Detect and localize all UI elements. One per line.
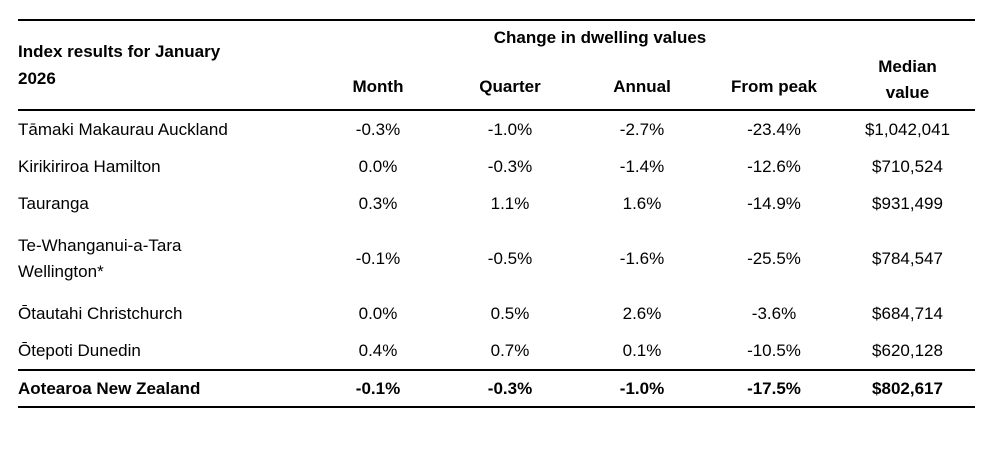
- column-headers: Month Quarter Annual From peak: [312, 76, 840, 109]
- quarter-value: 0.7%: [490, 340, 530, 360]
- month-value: 0.0%: [358, 156, 398, 176]
- median-value: $710,524: [872, 156, 943, 176]
- from-peak-value: -25.5%: [747, 248, 801, 268]
- quarter-value: 1.1%: [490, 193, 530, 213]
- table-row-hamilton: Kirikiriroa Hamilton 0.0% -0.3% -1.4% -1…: [18, 148, 975, 185]
- column-header-quarter: Quarter: [479, 77, 541, 96]
- from-peak-value: -17.5%: [747, 378, 801, 398]
- region-name: Te-Whanganui-a-Tara Wellington*: [18, 235, 182, 281]
- annual-value: 2.6%: [622, 303, 662, 323]
- median-value: $931,499: [872, 193, 943, 213]
- table-row-christchurch: Ōtautahi Christchurch 0.0% 0.5% 2.6% -3.…: [18, 295, 975, 332]
- table-row-auckland: Tāmaki Makaurau Auckland -0.3% -1.0% -2.…: [18, 111, 975, 148]
- month-value: -0.1%: [355, 248, 401, 268]
- median-value: $802,617: [872, 378, 943, 398]
- median-value: $620,128: [872, 340, 943, 360]
- month-value: 0.3%: [358, 193, 398, 213]
- median-value: $784,547: [872, 248, 943, 268]
- annual-value: 1.6%: [622, 193, 662, 213]
- table-row-dunedin: Ōtepoti Dunedin 0.4% 0.7% 0.1% -10.5% $6…: [18, 332, 975, 369]
- table-row-new-zealand-total: Aotearoa New Zealand -0.1% -0.3% -1.0% -…: [18, 369, 975, 406]
- annual-value: -1.6%: [619, 248, 665, 268]
- from-peak-value: -12.6%: [747, 156, 801, 176]
- table-row-tauranga: Tauranga 0.3% 1.1% 1.6% -14.9% $931,499: [18, 185, 975, 222]
- region-name: Ōtautahi Christchurch: [18, 303, 183, 323]
- annual-value: -1.4%: [619, 156, 665, 176]
- annual-value: 0.1%: [622, 340, 662, 360]
- month-value: -0.1%: [355, 378, 401, 398]
- from-peak-value: -23.4%: [747, 119, 801, 139]
- table-body: Tāmaki Makaurau Auckland -0.3% -1.0% -2.…: [18, 111, 975, 406]
- table-title: Index results for January 2026: [18, 42, 221, 88]
- from-peak-value: -3.6%: [751, 303, 797, 323]
- region-name: Ōtepoti Dunedin: [18, 340, 141, 360]
- region-name: Tauranga: [18, 193, 89, 213]
- column-header-from-peak: From peak: [731, 77, 817, 96]
- table-row-wellington: Te-Whanganui-a-Tara Wellington* -0.1% -0…: [18, 222, 975, 295]
- from-peak-value: -14.9%: [747, 193, 801, 213]
- quarter-value: -1.0%: [487, 119, 533, 139]
- column-header-median-value-cell: Median value: [840, 21, 975, 109]
- median-value: $1,042,041: [864, 119, 951, 139]
- month-value: -0.3%: [355, 119, 401, 139]
- annual-value: -1.0%: [619, 378, 665, 398]
- month-value: 0.0%: [358, 303, 398, 323]
- dwelling-values-table: Index results for January 2026 Change in…: [18, 19, 975, 408]
- region-name: Aotearoa New Zealand: [18, 378, 201, 398]
- column-header-month: Month: [352, 77, 404, 96]
- from-peak-value: -10.5%: [747, 340, 801, 360]
- quarter-value: -0.5%: [487, 248, 533, 268]
- column-header-median-value: Median value: [878, 57, 937, 102]
- median-value: $684,714: [872, 303, 943, 323]
- table-header: Index results for January 2026 Change in…: [18, 21, 975, 111]
- quarter-value: -0.3%: [487, 378, 533, 398]
- column-header-annual: Annual: [613, 77, 671, 96]
- quarter-value: -0.3%: [487, 156, 533, 176]
- group-header-change-in-dwelling-values: Change in dwelling values: [493, 28, 707, 47]
- change-columns-group: Change in dwelling values Month Quarter …: [312, 21, 840, 109]
- table-title-cell: Index results for January 2026: [18, 21, 312, 109]
- region-name: Kirikiriroa Hamilton: [18, 156, 161, 176]
- annual-value: -2.7%: [619, 119, 665, 139]
- region-name: Tāmaki Makaurau Auckland: [18, 119, 228, 139]
- month-value: 0.4%: [358, 340, 398, 360]
- quarter-value: 0.5%: [490, 303, 530, 323]
